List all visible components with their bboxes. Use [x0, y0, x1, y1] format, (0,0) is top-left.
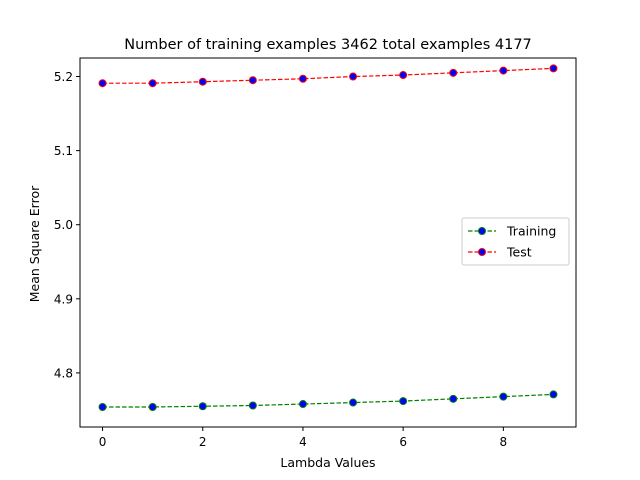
- data-point-training: [499, 392, 508, 401]
- axes-frame: [79, 57, 577, 428]
- x-tick-label: 0: [99, 435, 107, 449]
- data-point-training: [198, 402, 207, 411]
- data-point-training: [248, 401, 257, 410]
- data-point-test: [248, 76, 257, 85]
- x-tick-label: 4: [299, 435, 307, 449]
- legend-marker-training: [478, 227, 486, 235]
- plot-area: [98, 64, 558, 411]
- legend-label-test: Test: [506, 245, 532, 260]
- data-point-test: [98, 79, 107, 88]
- y-tick-label: 5.0: [54, 218, 73, 232]
- y-tick-label: 5.1: [54, 144, 73, 158]
- y-tick-label: 4.8: [54, 366, 73, 380]
- axes: 0 2 4 6 8 4.8 4.9 5.0 5.1 5.2: [54, 57, 577, 449]
- legend: Training Test: [461, 217, 570, 266]
- data-point-test: [298, 74, 307, 83]
- y-tick-label: 5.2: [54, 70, 73, 84]
- data-point-training: [98, 402, 107, 411]
- data-point-test: [349, 72, 358, 81]
- data-point-training: [298, 400, 307, 409]
- data-point-test: [399, 71, 408, 80]
- series-line-training: [102, 393, 554, 408]
- data-point-test: [449, 68, 458, 77]
- series-line-test: [102, 67, 554, 84]
- data-point-training: [148, 402, 157, 411]
- data-point-test: [148, 79, 157, 88]
- legend-marker-test: [478, 248, 486, 256]
- data-point-test: [499, 66, 508, 75]
- data-point-training: [549, 390, 558, 399]
- y-axis-label: Mean Square Error: [27, 185, 42, 302]
- x-tick-label: 8: [500, 435, 508, 449]
- data-point-training: [449, 394, 458, 403]
- chart-title: Number of training examples 3462 total e…: [124, 37, 532, 53]
- legend-box: [461, 217, 570, 266]
- x-axis-label: Lambda Values: [280, 455, 375, 470]
- data-point-training: [349, 398, 358, 407]
- data-point-training: [399, 397, 408, 406]
- data-point-test: [549, 64, 558, 73]
- x-tick-label: 6: [399, 435, 407, 449]
- y-tick-label: 4.9: [54, 292, 73, 306]
- data-point-test: [198, 77, 207, 86]
- x-tick-label: 2: [199, 435, 207, 449]
- legend-label-training: Training: [506, 224, 556, 239]
